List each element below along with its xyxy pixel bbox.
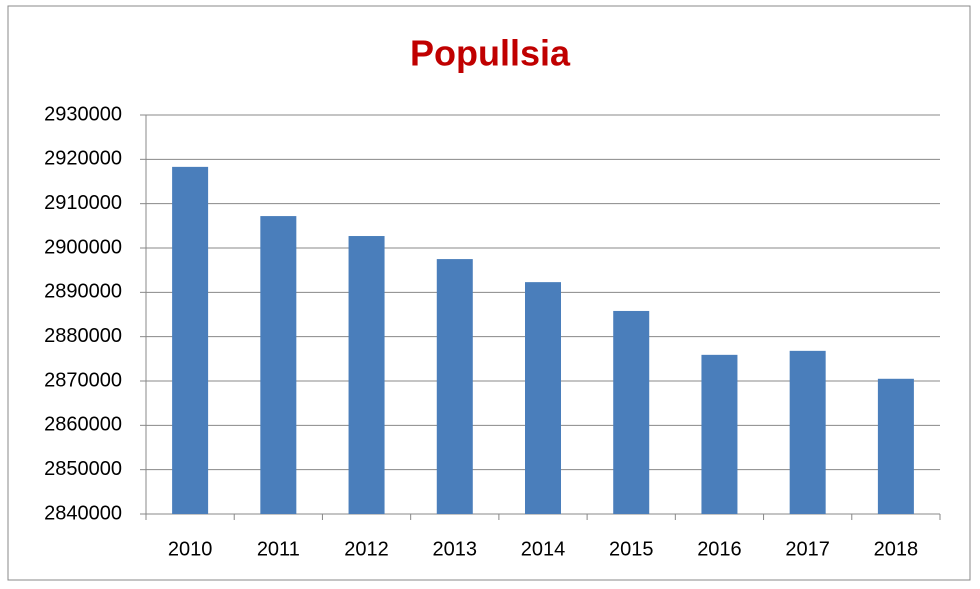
x-tick-label: 2014 bbox=[521, 538, 566, 560]
y-tick-label: 2880000 bbox=[44, 325, 122, 347]
x-tick-label: 2016 bbox=[697, 538, 742, 560]
x-tick-label: 2012 bbox=[344, 538, 389, 560]
x-tick-label: 2018 bbox=[874, 538, 919, 560]
y-tick-label: 2850000 bbox=[44, 458, 122, 480]
y-tick-label: 2920000 bbox=[44, 148, 122, 170]
y-tick-label: 2910000 bbox=[44, 192, 122, 214]
bar bbox=[348, 236, 385, 514]
bar bbox=[172, 166, 209, 514]
chart-title: Popullsia bbox=[410, 33, 571, 74]
y-tick-label: 2900000 bbox=[44, 236, 122, 258]
bar bbox=[436, 259, 473, 514]
y-tick-label: 2840000 bbox=[44, 502, 122, 524]
y-tick-label: 2860000 bbox=[44, 414, 122, 436]
bar bbox=[525, 282, 561, 514]
x-tick-label: 2010 bbox=[168, 538, 213, 560]
bar bbox=[789, 350, 826, 514]
bar bbox=[613, 310, 650, 514]
chart-border bbox=[7, 5, 971, 581]
y-tick-label: 2930000 bbox=[44, 103, 122, 125]
bar bbox=[701, 354, 738, 514]
y-tick-label: 2890000 bbox=[44, 281, 122, 303]
x-tick-label: 2017 bbox=[785, 538, 830, 560]
bar bbox=[877, 378, 914, 514]
x-tick-label: 2011 bbox=[257, 538, 300, 560]
x-tick-label: 2013 bbox=[433, 538, 478, 560]
y-tick-label: 2870000 bbox=[44, 369, 122, 391]
bar bbox=[260, 216, 297, 514]
x-tick-label: 2015 bbox=[609, 538, 654, 560]
